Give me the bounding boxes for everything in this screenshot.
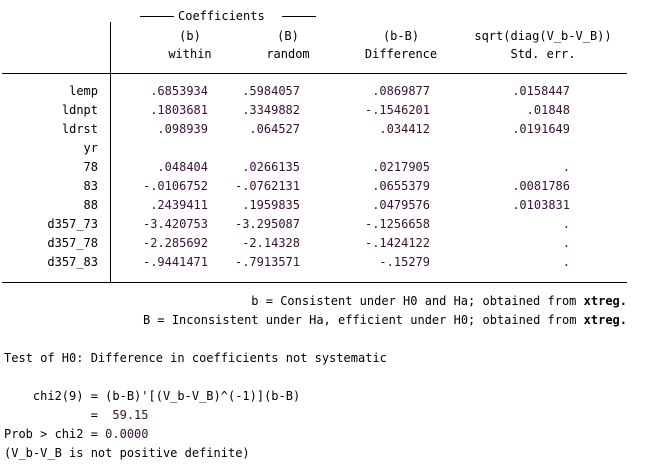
cell-b-lemp: .6853934 <box>150 84 208 98</box>
header-dash-left <box>140 16 174 17</box>
cell-se-d357-83: . <box>562 255 570 269</box>
chi2-value: 59.15 <box>112 408 149 422</box>
chi2-result: = 59.15 <box>4 408 149 422</box>
col-header-se-bottom: Std. err. <box>510 47 576 61</box>
cell-se-83: .0081786 <box>512 179 570 193</box>
cell-b-d357-78: -2.285692 <box>142 236 208 250</box>
col-header-diff-bottom: Difference <box>364 47 438 61</box>
table-bottom-rule <box>2 282 627 283</box>
cell-diff-83: .0655379 <box>372 179 430 193</box>
row-label-yr: yr <box>83 141 98 155</box>
col-header-b-bottom: within <box>168 47 212 61</box>
row-label-d357-73: d357_73 <box>47 217 98 231</box>
cell-b-83: -.0106752 <box>142 179 208 193</box>
cell-B-ldrst: .064527 <box>249 122 300 136</box>
row-label-d357-78: d357_78 <box>47 236 98 250</box>
row-label-ldrst: ldrst <box>61 122 98 136</box>
note-consistent-text: b = Consistent under H0 and Ha; obtained… <box>251 294 584 308</box>
note-inconsistent: B = Inconsistent under Ha, efficient und… <box>0 313 627 327</box>
cell-B-d357-78: -2.14328 <box>242 236 300 250</box>
note-inconsistent-cmd: xtreg. <box>583 313 627 327</box>
cell-diff-lemp: .0869877 <box>372 84 430 98</box>
cell-diff-88: .0479576 <box>372 198 430 212</box>
col-header-se-top: sqrt(diag(V_b-V_B)) <box>474 29 612 43</box>
cell-B-78: .0266135 <box>242 160 300 174</box>
cell-se-d357-78: . <box>562 236 570 250</box>
cell-B-d357-73: -3.295087 <box>234 217 300 231</box>
cell-diff-ldrst: .034412 <box>379 122 430 136</box>
cell-se-78: . <box>562 160 570 174</box>
cell-se-lemp: .0158447 <box>512 84 570 98</box>
prob-value: 0.0000 <box>105 427 149 441</box>
cell-b-d357-73: -3.420753 <box>142 217 208 231</box>
cell-diff-78: .0217905 <box>372 160 430 174</box>
note-inconsistent-text: B = Inconsistent under Ha, efficient und… <box>142 313 584 327</box>
row-label-lemp: lemp <box>69 84 98 98</box>
cell-se-88: .0103831 <box>512 198 570 212</box>
chi2-equals: = <box>4 408 113 422</box>
row-label-d357-83: d357_83 <box>47 255 98 269</box>
row-label-88: 88 <box>83 198 98 212</box>
coefficients-title: Coefficients <box>178 9 265 23</box>
note-consistent-cmd: xtreg. <box>583 294 627 308</box>
cell-b-ldrst: .098939 <box>157 122 208 136</box>
note-consistent: b = Consistent under H0 and Ha; obtained… <box>0 294 627 308</box>
cell-se-ldnpt: .01848 <box>526 103 570 117</box>
cell-b-88: .2439411 <box>150 198 208 212</box>
prob-line: Prob > chi2 = 0.0000 <box>4 427 149 441</box>
col-header-B-top: (B) <box>277 29 299 43</box>
cell-B-lemp: .5984057 <box>242 84 300 98</box>
cell-B-83: -.0762131 <box>234 179 300 193</box>
row-label-78: 78 <box>83 160 98 174</box>
col-header-b-top: (b) <box>179 29 201 43</box>
cell-se-d357-73: . <box>562 217 570 231</box>
cell-diff-d357-83: -.15279 <box>379 255 430 269</box>
cell-b-d357-83: -.9441471 <box>142 255 208 269</box>
cell-diff-ldnpt: -.1546201 <box>364 103 430 117</box>
prob-label: Prob > chi2 = <box>4 427 106 441</box>
cell-B-ldnpt: .3349882 <box>242 103 300 117</box>
table-vertical-rule <box>110 22 111 282</box>
cell-diff-d357-78: -.1424122 <box>364 236 430 250</box>
cell-b-ldnpt: .1803681 <box>150 103 208 117</box>
row-label-ldnpt: ldnpt <box>61 103 98 117</box>
col-header-B-bottom: random <box>266 47 310 61</box>
col-header-diff-top: (b-B) <box>382 29 420 43</box>
header-dash-right <box>282 16 316 17</box>
row-label-83: 83 <box>83 179 98 193</box>
cell-B-d357-83: -.7913571 <box>234 255 300 269</box>
cell-b-78: .048404 <box>157 160 208 174</box>
cell-B-88: .1959835 <box>242 198 300 212</box>
cell-diff-d357-73: -.1256658 <box>364 217 430 231</box>
cell-se-ldrst: .0191649 <box>512 122 570 136</box>
test-heading: Test of H0: Difference in coefficients n… <box>4 351 387 365</box>
definite-note: (V_b-V_B is not positive definite) <box>4 446 250 460</box>
chi2-formula: chi2(9) = (b-B)'[(V_b-V_B)^(-1)](b-B) <box>4 389 301 403</box>
table-header-rule <box>2 73 627 74</box>
